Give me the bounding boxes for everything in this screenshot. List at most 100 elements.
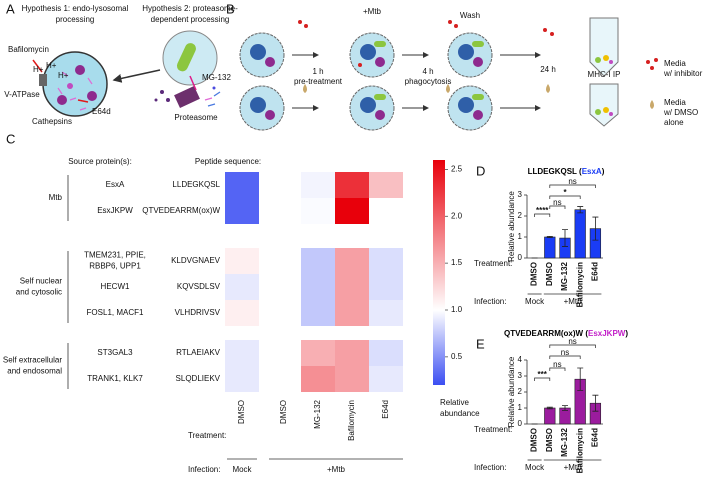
y-tick-label: 0 xyxy=(518,253,523,262)
group-label: and endosomal xyxy=(7,367,62,376)
inhibitor-label: E64d xyxy=(92,107,111,116)
error-bar xyxy=(592,394,599,412)
step-label: 24 h xyxy=(540,65,556,74)
heat-cell xyxy=(301,274,335,300)
significance-label: ns xyxy=(553,360,561,369)
mtb-icon xyxy=(374,94,386,100)
source-protein: FOSL1, MACF1 xyxy=(87,308,144,317)
legend-label: w/ DMSO xyxy=(663,108,698,117)
proton-label: H+ xyxy=(33,65,44,74)
source-protein: HECW1 xyxy=(101,282,130,291)
infection-label: +Mtb xyxy=(564,297,583,306)
x-tick-label: E64d xyxy=(591,428,600,447)
x-tick-label: Bafilomycin xyxy=(575,428,584,473)
peptide: KLDVGNAEV xyxy=(171,256,221,265)
infection-label: Mock xyxy=(525,297,545,306)
label: Wash xyxy=(460,11,480,20)
column-header: Peptide sequence: xyxy=(195,157,261,166)
x-tick-label: DMSO xyxy=(530,428,539,452)
y-axis-label: Relative abundance xyxy=(507,356,516,427)
heat-cell xyxy=(335,248,369,274)
label: V-ATPase xyxy=(4,90,40,99)
significance-bracket xyxy=(549,344,596,348)
column-label: MG-132 xyxy=(313,399,322,428)
nucleus xyxy=(250,44,266,60)
significance-label: *** xyxy=(538,370,548,379)
title-part: EsxA xyxy=(582,167,602,176)
column-label: E64d xyxy=(381,400,390,419)
x-tick-label: DMSO xyxy=(530,262,539,286)
phagosome xyxy=(473,110,483,120)
heat-cell xyxy=(335,172,369,198)
source-protein: ST3GAL3 xyxy=(97,348,133,357)
significance-label: ns xyxy=(553,198,561,207)
error-bar xyxy=(577,206,584,214)
significance-bracket xyxy=(549,184,596,188)
significance-bracket xyxy=(549,367,566,371)
nucleus xyxy=(458,97,474,113)
axis-label: Infection: xyxy=(474,463,506,472)
y-axis-label: Relative abundance xyxy=(507,191,516,262)
heat-cell xyxy=(301,366,335,392)
y-tick-label: 3 xyxy=(518,371,523,380)
infection-label: +Mtb xyxy=(327,465,346,474)
panel-label: B xyxy=(226,1,235,16)
y-tick-label: 1 xyxy=(518,232,523,241)
heat-cell xyxy=(267,274,301,300)
label: +Mtb xyxy=(363,7,382,16)
axis-label: Treatment: xyxy=(188,431,226,440)
significance-bracket xyxy=(549,205,566,209)
heat-cell xyxy=(225,274,259,300)
source-protein: EsxJKPW xyxy=(97,206,133,215)
panel-label: D xyxy=(476,163,485,178)
v-atpase-icon xyxy=(39,74,47,86)
legend-label: Media xyxy=(664,98,686,107)
phagosome xyxy=(375,110,385,120)
nucleus xyxy=(360,97,376,113)
proteasome-icon xyxy=(174,86,200,108)
x-tick-label: DMSO xyxy=(545,262,554,286)
mtb-icon xyxy=(472,94,484,100)
inhibitor-label: Bafilomycin xyxy=(8,45,49,54)
inhibitor-mark xyxy=(189,75,197,91)
label: Proteasome xyxy=(174,113,218,122)
source-protein: RBBP6, UPP1 xyxy=(89,262,141,271)
heat-cell xyxy=(301,248,335,274)
label: Cathepsins xyxy=(32,117,72,126)
cathepsin-icons xyxy=(57,65,97,105)
legend-label: w/ inhibitor xyxy=(663,69,703,78)
y-tick-label: 2 xyxy=(518,387,523,396)
peptide: SLQDLIEKV xyxy=(176,374,221,383)
column-header: Source protein(s): xyxy=(68,157,132,166)
heat-cell xyxy=(335,300,369,326)
hypothesis: Hypothesis 2: proteasome- xyxy=(142,4,238,13)
step-label: phagocytosis xyxy=(405,77,452,86)
group-label: Mtb xyxy=(49,193,63,202)
title-part: ) xyxy=(625,329,628,338)
heat-cell xyxy=(335,366,369,392)
peptide: KQVSDLSV xyxy=(177,282,221,291)
bar xyxy=(544,236,556,259)
panel-label: A xyxy=(6,1,15,16)
antigen-dots xyxy=(154,86,216,102)
mtb-icon xyxy=(472,41,484,47)
arrow xyxy=(112,69,161,83)
heat-cell xyxy=(369,198,403,224)
significance-label: ns xyxy=(568,337,576,346)
error-bar xyxy=(546,406,553,410)
tube-contents xyxy=(595,55,613,116)
legend-label: alone xyxy=(664,118,684,127)
column-label: Bafilomycin xyxy=(347,400,356,441)
y-tick-label: 4 xyxy=(518,355,523,364)
heat-cell xyxy=(225,366,259,392)
heat-cell xyxy=(369,274,403,300)
error-bar xyxy=(592,216,599,241)
y-tick-label: 2 xyxy=(518,211,523,220)
heat-cell xyxy=(267,366,301,392)
x-tick-label: MG-132 xyxy=(560,427,569,456)
heat-cell xyxy=(335,274,369,300)
group-label: Self extracellular xyxy=(3,356,62,365)
heat-cell xyxy=(369,366,403,392)
colorbar-title: Relative xyxy=(440,398,469,407)
